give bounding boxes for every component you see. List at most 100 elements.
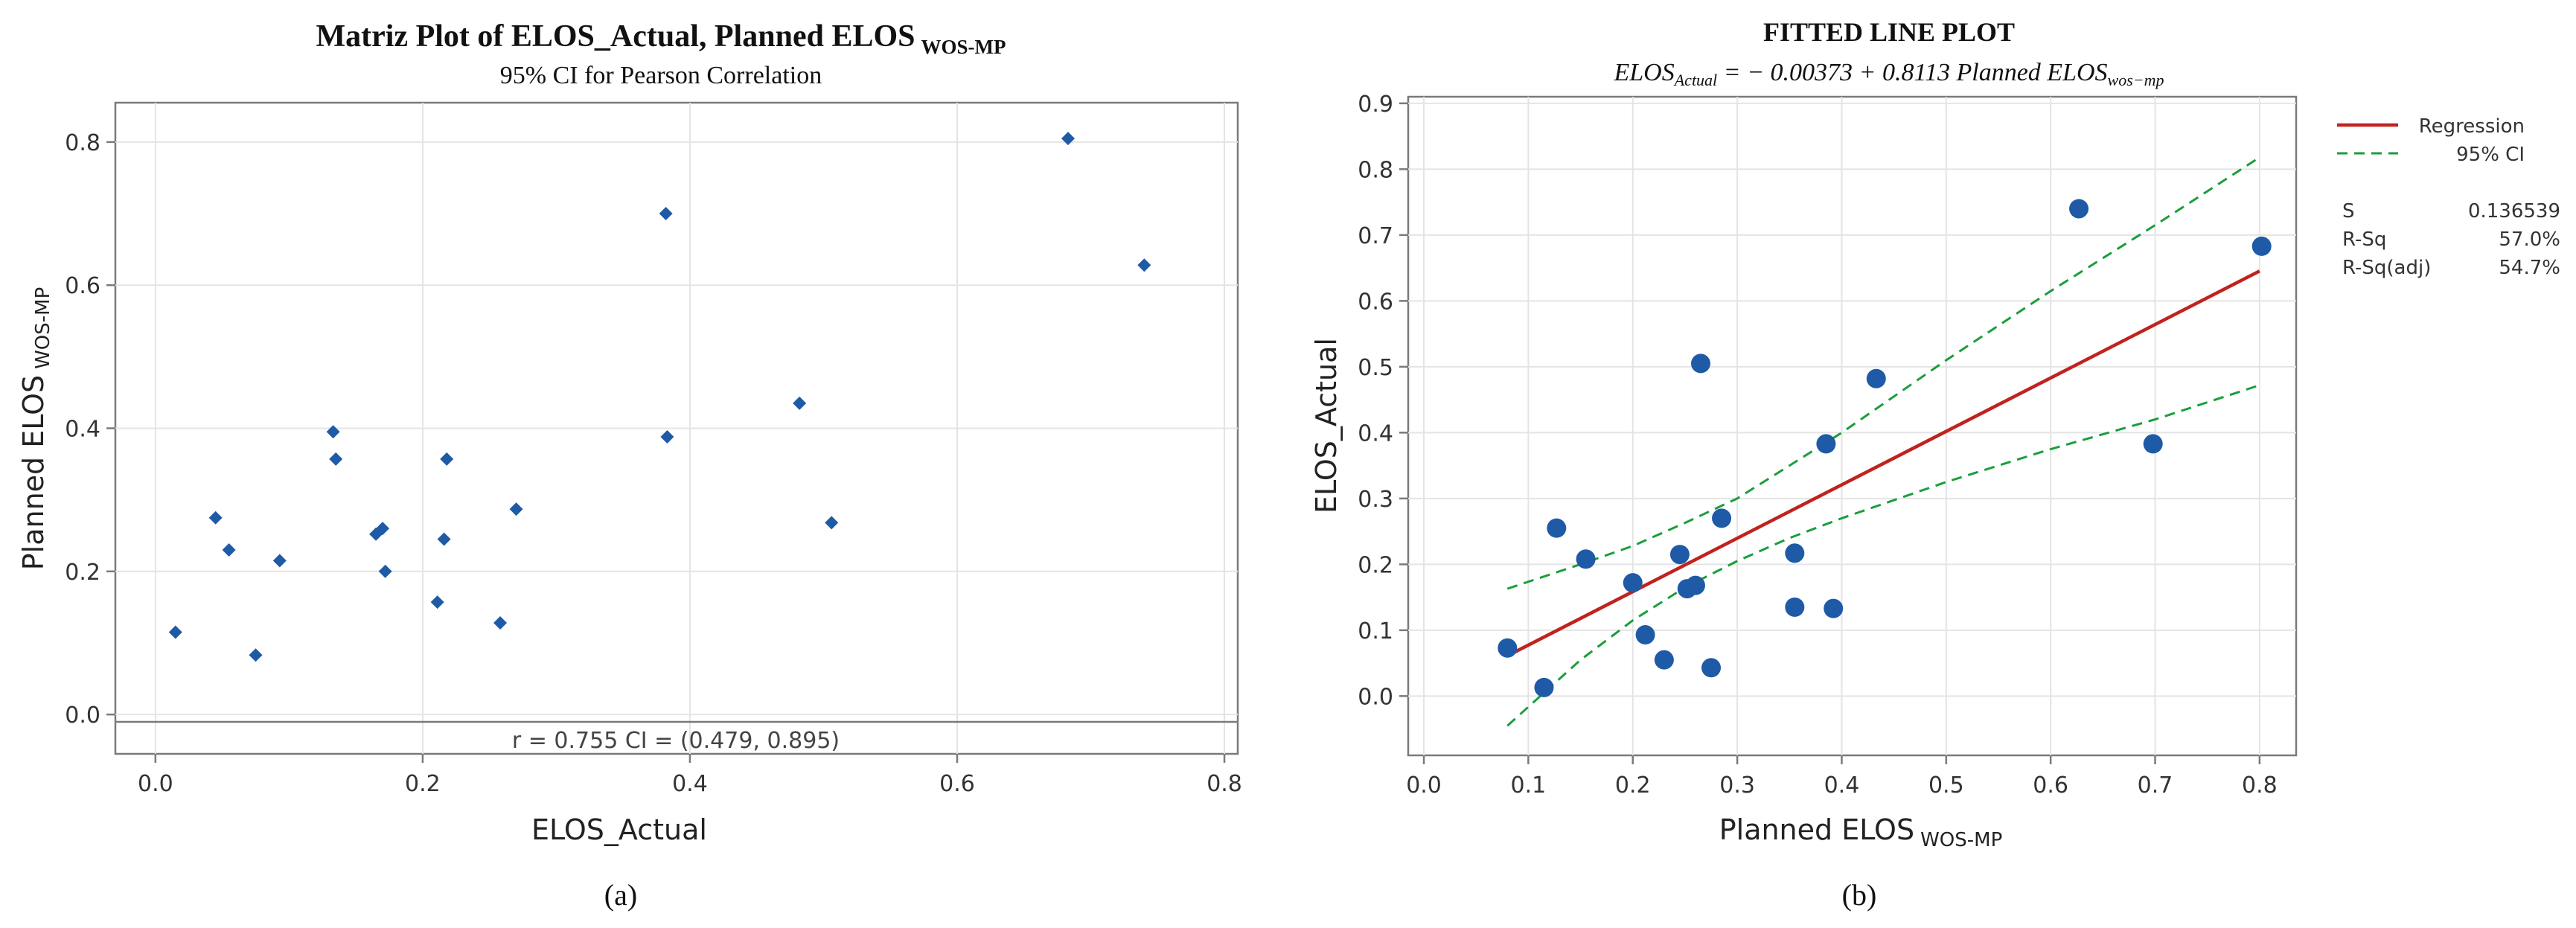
panel-b-x-tick-label: 0.0 bbox=[1406, 772, 1442, 799]
legend-regression-label: Regression bbox=[2419, 115, 2525, 138]
panel-a-y-tick-label: 0.2 bbox=[65, 560, 100, 586]
panel-b-data-point bbox=[1785, 597, 1805, 617]
panel-b-gridlines bbox=[1408, 97, 2296, 755]
panel-b-y-tick-label: 0.6 bbox=[1358, 289, 1393, 315]
panel-b-data-point bbox=[2069, 199, 2089, 219]
panel-a-data-point bbox=[509, 502, 523, 516]
panel-b-data-point bbox=[1498, 638, 1518, 658]
panel-a-gridlines bbox=[115, 103, 1238, 754]
panel-b-y-axis-label: ELOS_Actual bbox=[1310, 338, 1343, 513]
panel-a-data-point bbox=[208, 511, 223, 525]
stat-rsq-adj-label: R-Sq(adj) bbox=[2342, 257, 2431, 279]
panel-b-x-tick-label: 0.8 bbox=[2242, 772, 2278, 799]
panel-a-x-ticks: 0.0 0.2 0.4 0.6 0.8 bbox=[138, 754, 1242, 797]
panel-b-x-tick-label: 0.4 bbox=[1824, 772, 1860, 799]
panel-b: FITTED LINE PLOT ELOSActual = − 0.00373 … bbox=[1310, 17, 2560, 912]
legend-ci-label: 95% CI bbox=[2456, 144, 2525, 166]
panel-b-y-tick-label: 0.1 bbox=[1358, 618, 1393, 644]
panel-b-y-ticks: 0.0 0.1 0.2 0.3 0.4 0.5 0.6 0.7 0.8 0.9 bbox=[1358, 92, 1408, 710]
panel-a-y-tick-label: 0.8 bbox=[65, 130, 100, 156]
panel-b-data-point bbox=[1547, 518, 1567, 538]
panel-b-x-tick-label: 0.2 bbox=[1615, 772, 1651, 799]
ci-lower-band-line bbox=[1506, 384, 2260, 727]
panel-b-data-point bbox=[1816, 434, 1836, 454]
panel-a-y-axis-label: Planned ELOSWOS-MP bbox=[17, 287, 54, 571]
panel-b-x-tick-label: 0.6 bbox=[2033, 772, 2068, 799]
panel-a-x-tick-label: 0.4 bbox=[672, 771, 708, 797]
panel-a-data-point bbox=[793, 396, 807, 410]
panel-b-data-point bbox=[1685, 575, 1705, 595]
panel-b-x-tick-label: 0.7 bbox=[2138, 772, 2173, 799]
panel-b-data-point bbox=[1866, 368, 1886, 388]
panel-b-caption: (b) bbox=[1842, 878, 1877, 912]
panel-b-y-tick-label: 0.5 bbox=[1358, 355, 1393, 381]
panel-b-y-tick-label: 0.0 bbox=[1358, 684, 1393, 710]
panel-a-data-point bbox=[249, 648, 263, 662]
panel-a-y-tick-label: 0.6 bbox=[65, 273, 100, 299]
stat-s-value: 0.136539 bbox=[2468, 200, 2560, 223]
panel-b-data-point bbox=[2143, 434, 2163, 454]
panel-a-data-point bbox=[222, 543, 236, 557]
panel-b-title: FITTED LINE PLOT bbox=[1763, 17, 2015, 47]
panel-a-y-tick-label: 0.0 bbox=[65, 703, 100, 729]
panel-b-data-point bbox=[1576, 549, 1596, 569]
panel-a-data-point bbox=[659, 207, 673, 221]
panel-b-x-axis-label: Planned ELOS WOS-MP bbox=[1719, 813, 2003, 851]
panel-a: Matriz Plot of ELOS_Actual, Planned ELOS… bbox=[17, 19, 1242, 912]
panel-b-data-point bbox=[1712, 508, 1732, 528]
stat-rsq-adj-value: 54.7% bbox=[2499, 257, 2560, 279]
panel-b-x-tick-label: 0.1 bbox=[1511, 772, 1547, 799]
panel-b-data-point bbox=[2251, 236, 2272, 256]
panel-b-y-tick-label: 0.2 bbox=[1358, 552, 1393, 578]
panel-b-data-point bbox=[1701, 658, 1722, 678]
panel-b-data-point bbox=[1669, 545, 1690, 565]
panel-b-x-ticks: 0.0 0.1 0.2 0.3 0.4 0.5 0.6 0.7 0.8 bbox=[1406, 755, 2278, 799]
stats-table: S 0.136539 R-Sq 57.0% R-Sq(adj) 54.7% bbox=[2342, 200, 2560, 279]
panel-b-y-tick-label: 0.3 bbox=[1358, 487, 1393, 513]
panel-a-y-axis-label-subscript: WOS-MP bbox=[32, 287, 54, 369]
legend: Regression 95% CI bbox=[2337, 115, 2525, 166]
panel-b-data-point bbox=[1654, 650, 1674, 670]
panel-a-data-point bbox=[376, 522, 390, 536]
panel-a-data-point bbox=[430, 595, 444, 609]
panel-a-y-tick-label: 0.4 bbox=[65, 417, 100, 443]
panel-a-title-subscript: WOS-MP bbox=[921, 36, 1006, 58]
panel-b-y-tick-label: 0.8 bbox=[1358, 157, 1393, 183]
panel-a-data-point bbox=[329, 452, 343, 466]
panel-b-x-axis-label-subscript: WOS-MP bbox=[1920, 829, 2002, 851]
panel-b-data-point bbox=[1824, 598, 1844, 618]
panel-a-x-tick-label: 0.8 bbox=[1206, 771, 1242, 797]
panel-a-data-point bbox=[493, 616, 508, 630]
panel-b-data-point bbox=[1785, 543, 1805, 563]
panel-b-data-point bbox=[1623, 573, 1643, 593]
panel-a-caption: (a) bbox=[604, 878, 637, 912]
panel-a-correlation-annotation: r = 0.755 CI = (0.479, 0.895) bbox=[512, 728, 840, 754]
panel-a-subtitle: 95% CI for Pearson Correlation bbox=[500, 62, 822, 89]
panel-b-x-tick-label: 0.5 bbox=[1928, 772, 1964, 799]
panel-a-y-ticks: 0.0 0.2 0.4 0.6 0.8 bbox=[65, 130, 115, 729]
panel-a-data-point bbox=[168, 625, 182, 639]
panel-a-data-point bbox=[660, 430, 674, 444]
stat-s-label: S bbox=[2342, 200, 2355, 223]
panel-a-data-point bbox=[1137, 258, 1151, 272]
panel-a-points bbox=[168, 132, 1151, 662]
panel-a-data-point bbox=[825, 516, 839, 530]
stat-rsq-value: 57.0% bbox=[2499, 228, 2560, 251]
ci-upper-band-line bbox=[1506, 156, 2260, 590]
panel-b-y-tick-label: 0.7 bbox=[1358, 223, 1393, 249]
panel-a-data-point bbox=[326, 425, 340, 439]
panel-b-points bbox=[1498, 199, 2272, 697]
panel-a-x-tick-label: 0.2 bbox=[405, 771, 441, 797]
panel-a-data-point bbox=[1061, 132, 1076, 146]
panel-b-data-point bbox=[1635, 625, 1655, 645]
panel-b-y-tick-label: 0.4 bbox=[1358, 420, 1393, 447]
panel-b-x-tick-label: 0.3 bbox=[1719, 772, 1755, 799]
panel-a-title: Matriz Plot of ELOS_Actual, Planned ELOS… bbox=[316, 19, 1006, 58]
panel-a-data-point bbox=[272, 554, 287, 568]
panel-a-x-tick-label: 0.0 bbox=[138, 771, 173, 797]
panel-a-x-axis-label: ELOS_Actual bbox=[531, 813, 707, 846]
panel-b-data-point bbox=[1534, 677, 1554, 697]
panel-a-data-point bbox=[378, 564, 392, 578]
panel-a-data-point bbox=[440, 452, 454, 466]
